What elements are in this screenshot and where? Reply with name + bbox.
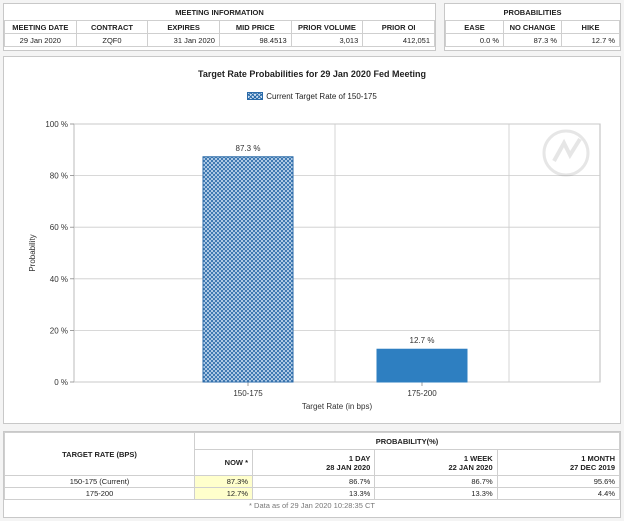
y-tick-label: 100 % xyxy=(45,120,68,129)
table-row: 175-200 12.7% 13.3% 13.3% 4.4% xyxy=(4,487,621,500)
expires-value: 31 Jan 2020 xyxy=(147,33,220,47)
one-day-value: 86.7% xyxy=(251,475,376,488)
col-1month-label: 1 MONTH xyxy=(581,453,615,463)
meeting-date-value: 29 Jan 2020 xyxy=(4,33,77,47)
header-contract: CONTRACT xyxy=(75,20,149,34)
bar xyxy=(202,156,294,383)
one-week-value: 86.7% xyxy=(374,475,498,488)
bar-value-label: 12.7 % xyxy=(410,336,435,345)
col-1week-date: 22 JAN 2020 xyxy=(448,462,493,472)
probabilities-panel: PROBABILITIES EASE NO CHANGE HIKE 0.0 % … xyxy=(444,3,621,51)
header-prior-volume: PRIOR VOLUME xyxy=(290,20,364,34)
probability-header: PROBABILITY(%) xyxy=(194,432,620,450)
x-tick-label: 175-200 xyxy=(407,389,437,398)
one-week-value: 13.3% xyxy=(374,487,498,500)
one-day-value: 13.3% xyxy=(251,487,376,500)
prior-oi-value: 412,051 xyxy=(362,33,435,47)
header-no-change: NO CHANGE xyxy=(503,20,562,34)
y-tick-label: 80 % xyxy=(50,172,68,181)
probabilities-title: PROBABILITIES xyxy=(445,4,620,21)
header-meeting-date: MEETING DATE xyxy=(4,20,77,34)
probabilities-table: PROBABILITIES EASE NO CHANGE HIKE 0.0 % … xyxy=(445,4,620,47)
col-now-header: NOW * xyxy=(194,449,253,476)
table-row: 150-175 (Current) 87.3% 86.7% 86.7% 95.6… xyxy=(4,475,621,488)
chart-title: Target Rate Probabilities for 29 Jan 202… xyxy=(198,69,426,79)
plot-area xyxy=(73,123,601,383)
one-month-value: 95.6% xyxy=(496,475,621,488)
y-tick-label: 0 % xyxy=(54,378,68,387)
col-1month-header: 1 MONTH 27 DEC 2019 xyxy=(496,449,621,476)
col-1week-label: 1 WEEK xyxy=(463,453,493,463)
col-now-label: NOW * xyxy=(224,458,248,467)
col-1week-header: 1 WEEK 22 JAN 2020 xyxy=(374,449,498,476)
col-1month-date: 27 DEC 2019 xyxy=(569,462,615,472)
rate-probability-table: TARGET RATE (BPS) PROBABILITY(%) NOW * 1… xyxy=(4,432,621,500)
bar xyxy=(376,348,468,383)
y-tick-label: 60 % xyxy=(50,223,68,232)
header-ease: EASE xyxy=(445,20,504,34)
chart-panel: Target Rate Probabilities for 29 Jan 202… xyxy=(3,56,621,424)
header-expires: EXPIRES xyxy=(147,20,220,34)
bar-chart: 0 % 20 % 40 % 60 % 80 % 100 % 87.3 % 150-175 12.… xyxy=(28,120,601,411)
legend-label: Current Target Rate of 150-175 xyxy=(266,92,377,101)
data-timestamp-footnote: * Data as of 29 Jan 2020 10:28:35 CT xyxy=(249,501,375,510)
col-1day-date: 28 JAN 2020 xyxy=(326,462,371,472)
rate-label: 150-175 (Current) xyxy=(4,475,195,488)
no-change-value: 87.3 % xyxy=(503,33,562,47)
y-tick-label: 40 % xyxy=(50,275,68,284)
y-axis-label: Probability xyxy=(28,234,37,271)
mid-price-value: 98.4513 xyxy=(218,33,292,47)
x-axis-label: Target Rate (in bps) xyxy=(302,402,373,411)
now-value: 12.7% xyxy=(194,487,253,500)
x-tick-label: 150-175 xyxy=(233,389,263,398)
bar-value-label: 87.3 % xyxy=(236,144,261,153)
meeting-info-table: MEETING INFORMATION MEETING DATE CONTRAC… xyxy=(4,4,435,47)
meeting-info-panel: MEETING INFORMATION MEETING DATE CONTRAC… xyxy=(3,3,436,51)
chart-legend[interactable]: Current Target Rate of 150-175 xyxy=(4,92,620,101)
col-1day-header: 1 DAY 28 JAN 2020 xyxy=(251,449,376,476)
target-rate-header: TARGET RATE (BPS) xyxy=(4,432,195,476)
legend-swatch xyxy=(247,92,264,100)
now-value: 87.3% xyxy=(194,475,253,488)
one-month-value: 4.4% xyxy=(496,487,621,500)
col-1day-label: 1 DAY xyxy=(348,453,371,463)
meeting-info-title: MEETING INFORMATION xyxy=(4,4,435,21)
header-prior-oi: PRIOR OI xyxy=(362,20,435,34)
header-hike: HIKE xyxy=(561,20,620,34)
ease-value: 0.0 % xyxy=(445,33,504,47)
rate-label: 175-200 xyxy=(4,487,195,500)
header-mid-price: MID PRICE xyxy=(218,20,292,34)
hike-value: 12.7 % xyxy=(561,33,620,47)
watermark-logo-icon xyxy=(542,129,590,177)
prior-volume-value: 3,013 xyxy=(290,33,364,47)
contract-value: ZQF0 xyxy=(75,33,149,47)
y-tick-label: 20 % xyxy=(50,326,68,335)
rate-table-panel: TARGET RATE (BPS) PROBABILITY(%) NOW * 1… xyxy=(3,431,621,518)
